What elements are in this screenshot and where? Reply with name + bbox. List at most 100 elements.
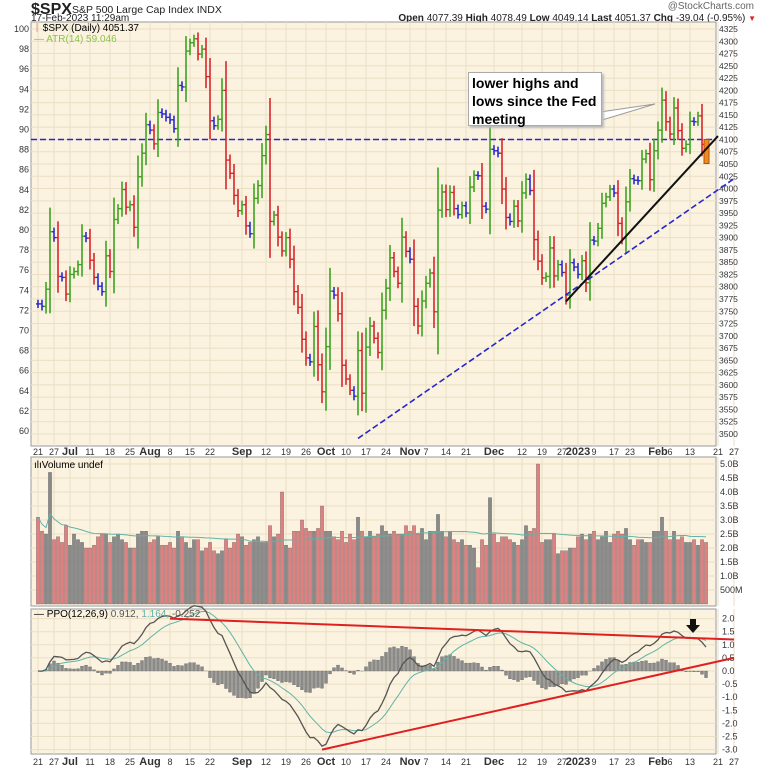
ppo-histogram-bar — [180, 665, 184, 672]
volume-axis-label: 3.0B — [720, 515, 739, 525]
x-tick-label: Feb — [648, 756, 668, 768]
ppo-histogram-bar — [388, 647, 392, 672]
ppo-hist-value: -0.252 — [171, 609, 201, 620]
volume-bar — [56, 536, 60, 605]
right-axis-label: 3725 — [719, 319, 738, 329]
volume-bar — [148, 542, 152, 605]
volume-bar — [352, 539, 356, 605]
chg-label: Chg — [653, 13, 674, 24]
volume-bar — [464, 545, 468, 605]
volume-bar — [336, 539, 340, 605]
volume-bar — [568, 547, 572, 605]
volume-bar — [400, 533, 404, 605]
ppo-histogram-bar — [520, 670, 524, 681]
panel-ppo — [30, 608, 717, 755]
x-tick-label: 12 — [261, 447, 271, 457]
right-axis-label: 4300 — [719, 36, 738, 46]
right-axis-label: 4200 — [719, 85, 738, 95]
volume-bar — [632, 545, 636, 605]
right-axis-label: 4000 — [719, 184, 738, 194]
volume-bar — [264, 542, 268, 605]
volume-bar — [236, 533, 240, 605]
left-axis-label: 64 — [19, 386, 29, 396]
ppo-histogram-bar — [484, 669, 488, 672]
left-axis-label: 62 — [19, 406, 29, 416]
left-axis-label: 94 — [19, 84, 29, 94]
ppo-histogram-bar — [652, 662, 656, 672]
ppo-falling-trendline — [169, 617, 735, 641]
volume-bar — [404, 525, 408, 605]
volume-bar — [628, 539, 632, 605]
ppo-histogram-bar — [240, 670, 244, 698]
volume-bar — [608, 542, 612, 605]
ppo-histogram-bar — [632, 661, 636, 672]
volume-bar — [276, 533, 280, 605]
ppo-histogram-bar — [280, 670, 284, 683]
ppo-histogram-bar — [148, 656, 152, 672]
ppo-histogram-bar — [600, 661, 604, 672]
ppo-histogram-bar — [612, 657, 616, 672]
ppo-histogram-bar — [272, 670, 276, 679]
ppo-axis-label: 0.5 — [722, 653, 735, 663]
right-axis-label: 3975 — [719, 196, 738, 206]
volume-bar — [348, 533, 352, 605]
volume-bar — [80, 542, 84, 605]
atr-legend-label: ATR(14) 59.046 — [46, 34, 117, 45]
ppo-histogram-bar — [400, 646, 404, 672]
ppo-histogram-bar — [112, 668, 116, 672]
volume-bar — [660, 517, 664, 605]
volume-bar — [520, 539, 524, 605]
x-tick-label: 15 — [185, 447, 195, 457]
ppo-histogram-bar — [260, 670, 264, 682]
volume-bar — [440, 531, 444, 605]
left-axis-label: 90 — [19, 125, 29, 135]
volume-bar — [60, 542, 64, 605]
atr-legend: — ATR(14) 59.046 — [34, 34, 117, 45]
volume-bar — [548, 539, 552, 605]
volume-bar — [656, 531, 660, 605]
down-arrow-icon: ▼ — [748, 14, 756, 23]
ppo-histogram-bar — [656, 661, 660, 672]
ppo-value: 0.912, — [110, 609, 139, 620]
volume-bar — [376, 533, 380, 605]
volume-bar — [324, 531, 328, 605]
ppo-histogram-bar — [644, 660, 648, 672]
ppo-histogram-bar — [208, 670, 212, 678]
ppo-histogram-bar — [500, 669, 504, 672]
x-tick-label: 17 — [609, 447, 619, 457]
open-label: Open — [398, 13, 424, 24]
ppo-histogram-bar — [292, 670, 296, 685]
ppo-histogram-bar — [56, 663, 60, 672]
ppo-axis-label: -2.0 — [722, 718, 738, 728]
ppo-histogram-bar — [444, 655, 448, 672]
ppo-histogram-bar — [664, 659, 668, 672]
ppo-axis-label: -1.5 — [722, 705, 738, 715]
right-axis-label: 3775 — [719, 294, 738, 304]
ppo-histogram-bar — [516, 670, 520, 682]
x-tick-label: 12 — [517, 447, 527, 457]
volume-bar — [300, 519, 304, 605]
volume-bar — [692, 539, 696, 605]
left-axis-label: 96 — [19, 64, 29, 74]
x-tick-label: Dec — [484, 446, 504, 458]
ppo-histogram-bar — [532, 670, 536, 681]
ppo-line — [37, 605, 707, 747]
volume-bar — [340, 531, 344, 605]
ppo-histogram-bar — [92, 669, 96, 672]
volume-bar — [156, 536, 160, 605]
ppo-histogram-bar — [196, 664, 200, 672]
ppo-histogram-bar — [120, 661, 124, 672]
volume-bar — [44, 533, 48, 605]
volume-axis-label: 2.0B — [720, 543, 739, 553]
ppo-histogram-bar — [216, 670, 220, 686]
volume-bar — [500, 536, 504, 605]
x-tick-label: 21 — [33, 757, 43, 767]
right-axis-label: 4325 — [719, 24, 738, 34]
volume-bar — [664, 531, 668, 605]
ppo-histogram-bar — [688, 670, 692, 672]
volume-bar — [320, 505, 324, 605]
volume-bar — [644, 542, 648, 605]
ppo-histogram-bar — [464, 662, 468, 672]
x-tick-label: 25 — [125, 447, 135, 457]
x-tick-label: 9 — [591, 447, 596, 457]
